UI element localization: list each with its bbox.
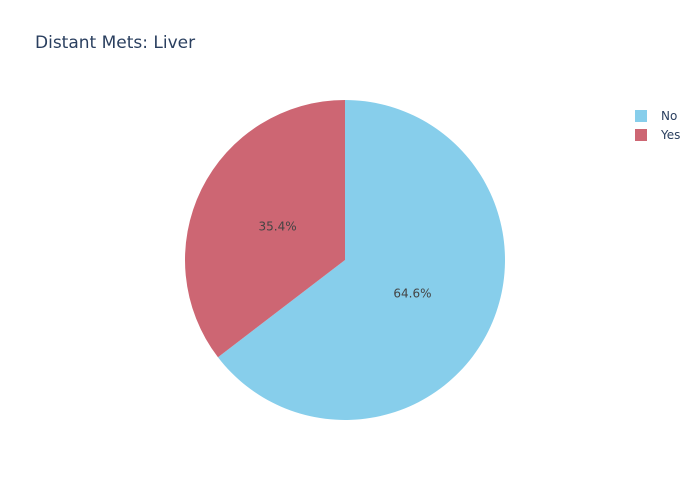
pie-slice-no[interactable] [217, 100, 506, 420]
pie-slice-yes[interactable] [184, 100, 345, 358]
legend[interactable]: No Yes [635, 106, 680, 144]
legend-label-no: No [661, 108, 678, 123]
legend-item-no[interactable]: No [635, 106, 680, 125]
slice-label-yes: 35.4% [259, 220, 297, 234]
legend-label-yes: Yes [661, 127, 681, 142]
legend-item-yes[interactable]: Yes [635, 125, 680, 144]
chart-title: Distant Mets: Liver [35, 33, 196, 53]
legend-swatch-yes [635, 128, 647, 141]
legend-swatch-no [635, 109, 647, 122]
slice-label-no: 64.6% [393, 286, 431, 300]
